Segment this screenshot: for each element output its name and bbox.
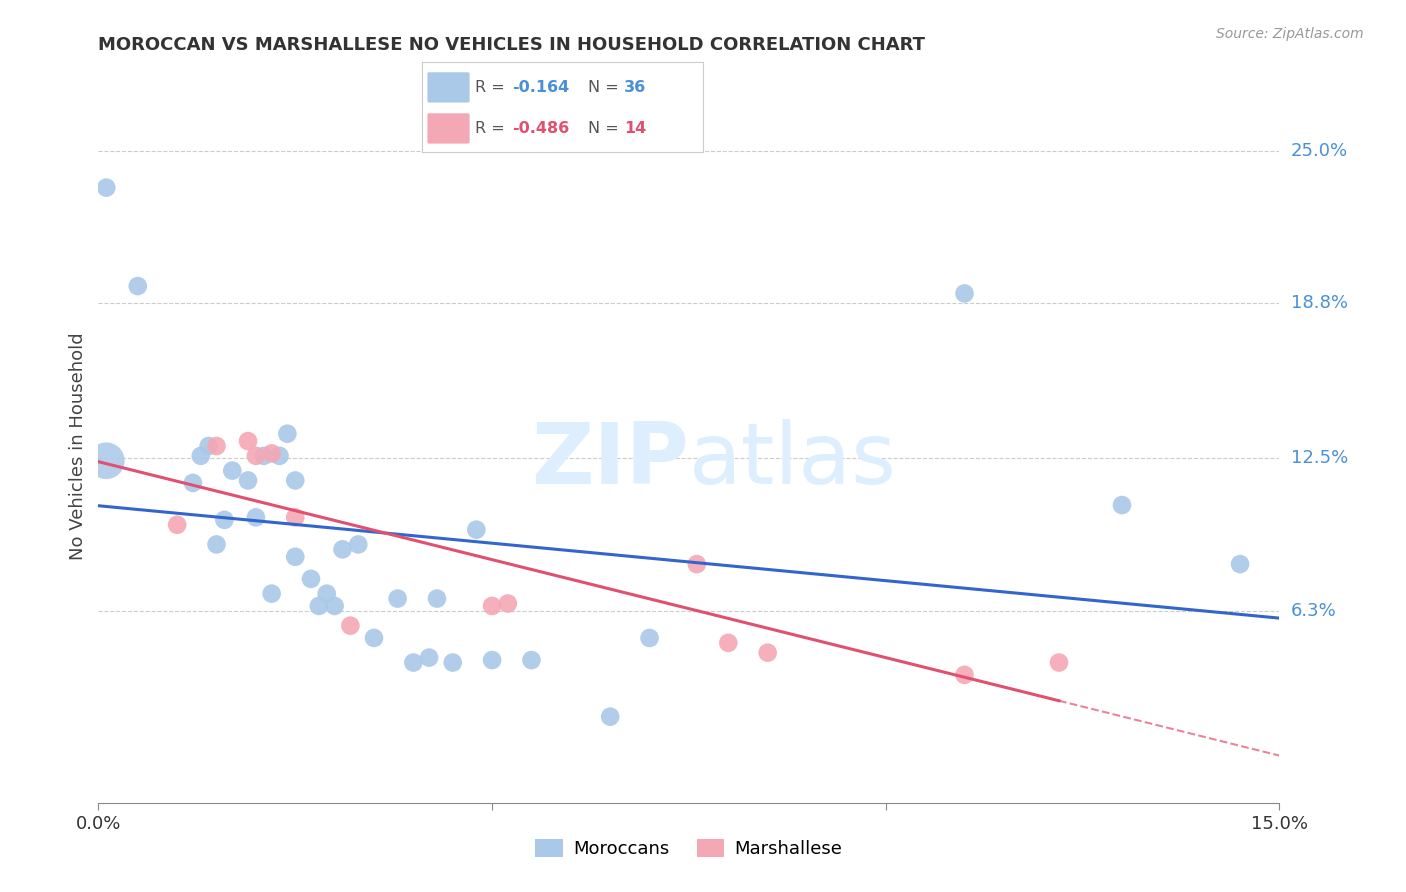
Point [332, 542, 354, 557]
Point [166, 517, 188, 532]
Point [315, 587, 337, 601]
Text: -0.486: -0.486 [512, 121, 569, 136]
Text: 25.0%: 25.0% [1291, 142, 1348, 160]
Point [1111, 498, 1133, 512]
Point [1047, 656, 1070, 670]
Point [197, 439, 219, 453]
Text: atlas: atlas [689, 418, 897, 502]
Point [308, 599, 330, 613]
Point [387, 591, 409, 606]
FancyBboxPatch shape [427, 72, 470, 103]
Y-axis label: No Vehicles in Household: No Vehicles in Household [69, 332, 87, 560]
Point [418, 650, 440, 665]
Point [481, 653, 503, 667]
Text: 36: 36 [624, 80, 647, 95]
Point [426, 591, 449, 606]
Point [953, 668, 976, 682]
Text: R =: R = [475, 121, 510, 136]
Text: N =: N = [588, 121, 624, 136]
Point [323, 599, 346, 613]
Text: ZIP: ZIP [531, 418, 689, 502]
Point [190, 449, 212, 463]
Point [481, 599, 503, 613]
Point [236, 474, 259, 488]
Point [638, 631, 661, 645]
Text: R =: R = [475, 80, 510, 95]
FancyBboxPatch shape [427, 113, 470, 144]
Point [96, 454, 118, 468]
Point [269, 449, 291, 463]
Point [181, 475, 204, 490]
Point [496, 597, 519, 611]
Point [253, 449, 276, 463]
Text: N =: N = [588, 80, 624, 95]
Point [363, 631, 385, 645]
Point [284, 510, 307, 524]
Point [214, 513, 236, 527]
Point [245, 510, 267, 524]
Point [520, 653, 543, 667]
Point [441, 656, 464, 670]
Point [599, 709, 621, 723]
Point [953, 286, 976, 301]
Text: -0.164: -0.164 [512, 80, 569, 95]
Point [347, 537, 370, 551]
Point [339, 618, 361, 632]
Text: 18.8%: 18.8% [1291, 294, 1347, 312]
Point [284, 474, 307, 488]
Point [205, 439, 228, 453]
Point [205, 537, 228, 551]
Text: 12.5%: 12.5% [1291, 450, 1348, 467]
Text: 14: 14 [624, 121, 647, 136]
Point [260, 446, 283, 460]
Point [276, 426, 298, 441]
Text: Source: ZipAtlas.com: Source: ZipAtlas.com [1216, 27, 1364, 41]
Point [221, 464, 243, 478]
Text: 6.3%: 6.3% [1291, 602, 1336, 620]
Point [717, 636, 740, 650]
Point [96, 180, 118, 194]
Point [127, 279, 149, 293]
Point [260, 587, 283, 601]
Point [236, 434, 259, 448]
Point [245, 449, 267, 463]
Legend: Moroccans, Marshallese: Moroccans, Marshallese [529, 831, 849, 865]
Point [686, 557, 709, 571]
Point [465, 523, 488, 537]
Point [402, 656, 425, 670]
Point [299, 572, 322, 586]
Point [756, 646, 779, 660]
Point [284, 549, 307, 564]
Point [1229, 557, 1251, 571]
Text: MOROCCAN VS MARSHALLESE NO VEHICLES IN HOUSEHOLD CORRELATION CHART: MOROCCAN VS MARSHALLESE NO VEHICLES IN H… [98, 36, 925, 54]
